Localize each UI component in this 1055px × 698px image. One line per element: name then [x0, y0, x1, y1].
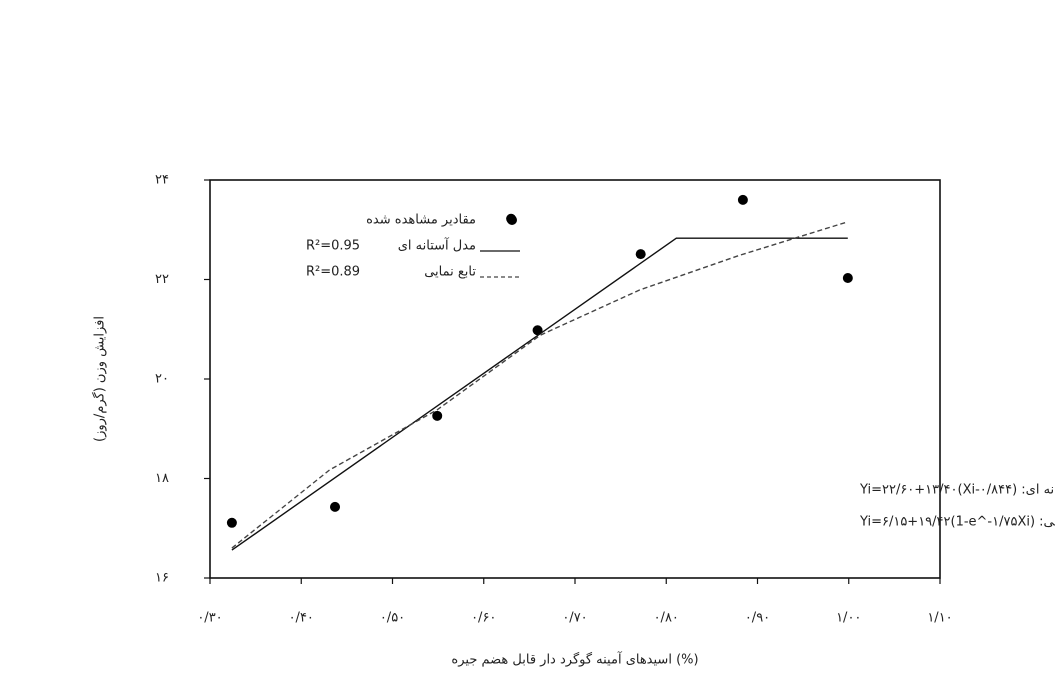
y-tick-label: ۱۶ [155, 571, 169, 586]
data-point [330, 501, 341, 512]
legend-label: مدل آستانه ای [398, 237, 476, 254]
x-tick-label: ۱/۰۰ [836, 611, 861, 626]
x-tick-label: ۰/۶۰ [471, 611, 496, 626]
x-tick-label: ۱/۱۰ [927, 611, 952, 626]
data-point [737, 194, 748, 205]
x-tick-label: ۰/۹۰ [745, 611, 770, 626]
data-point [635, 249, 646, 260]
data-point [226, 517, 237, 528]
legend-fit: R²=0.95 [306, 239, 360, 254]
data-point [432, 410, 443, 421]
y-tick-label: ۲۰ [155, 372, 169, 387]
legend-label: تابع نمایی [424, 265, 476, 280]
data-point [842, 273, 853, 284]
y-axis-label: افزایش وزن (گرم/روز) [92, 316, 108, 442]
legend-marker [507, 215, 517, 225]
x-tick-label: ۰/۷۰ [562, 611, 587, 626]
legend-label: مقادیر مشاهده شده [366, 213, 476, 228]
x-axis-label: اسیدهای آمینه گوگرد دار قابل هضم جیره (%… [451, 651, 698, 668]
x-tick-label: ۰/۸۰ [654, 611, 679, 626]
data-point [532, 325, 543, 336]
y-tick-label: ۱۸ [155, 471, 169, 486]
fit-line [231, 237, 848, 551]
x-tick-label: ۰/۵۰ [380, 611, 405, 626]
equation: مدل آستانه ای: Yi=۲۲/۶۰+۱۳/۴۰(Xi-۰/۸۴۴) [859, 481, 1055, 498]
x-tick-label: ۰/۴۰ [289, 611, 314, 626]
equation: تابع نمایی: Yi=۶/۱۵+۱۹/۴۲(1-e^-۱/۷۵Xi) [859, 515, 1055, 530]
x-tick-label: ۰/۳۰ [197, 611, 222, 626]
legend-fit: R²=0.89 [306, 265, 360, 280]
y-tick-label: ۲۴ [155, 173, 169, 188]
y-tick-label: ۲۲ [155, 272, 169, 287]
